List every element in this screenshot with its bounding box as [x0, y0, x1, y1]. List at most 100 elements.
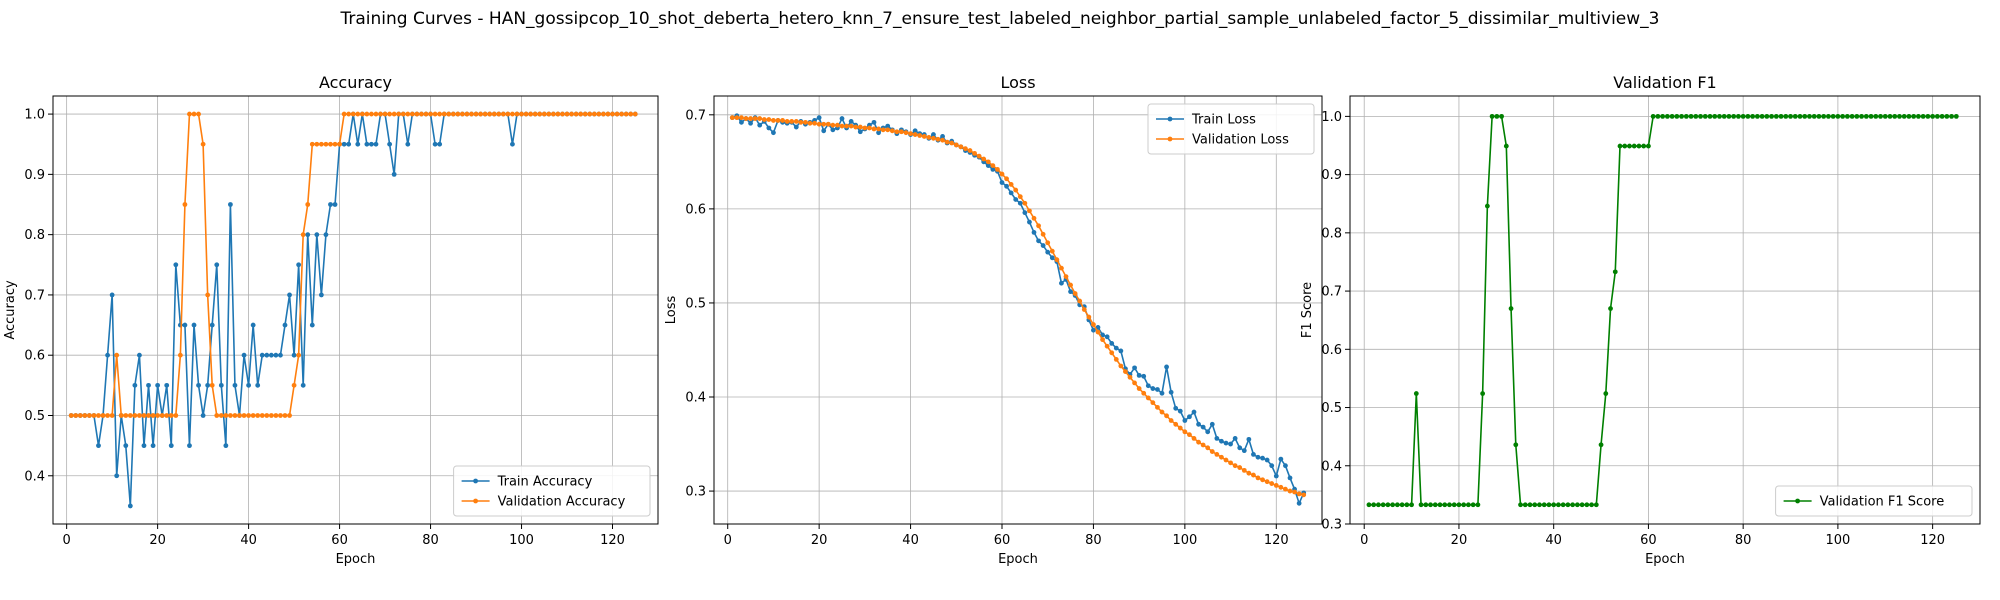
data-point [287, 413, 292, 418]
data-point [1636, 143, 1642, 149]
data-point [1840, 113, 1846, 119]
data-point [1301, 492, 1307, 498]
data-point [1287, 488, 1293, 494]
data-point [218, 382, 224, 388]
data-point [803, 119, 808, 125]
legend-label: Train Accuracy [497, 475, 593, 490]
data-point [1273, 473, 1279, 479]
data-point [209, 382, 215, 388]
data-point [523, 111, 529, 117]
data-point [246, 382, 252, 388]
data-point [159, 413, 165, 418]
data-point [596, 111, 602, 117]
data-point [981, 156, 987, 162]
y-tick-label: 0.8 [24, 228, 45, 243]
data-point [1095, 329, 1101, 335]
data-point [1863, 113, 1869, 119]
y-tick-label: 1.0 [24, 108, 45, 123]
data-point [200, 141, 206, 147]
data-point [419, 111, 424, 117]
data-point [1508, 306, 1514, 311]
data-point [972, 150, 977, 156]
data-point [1209, 449, 1215, 454]
data-point [628, 111, 634, 117]
data-point [967, 148, 973, 153]
y-tick-label: 0.3 [685, 485, 706, 500]
legend-box [1147, 103, 1315, 155]
data-point [537, 111, 543, 117]
data-point [491, 111, 497, 117]
data-point [1693, 113, 1699, 119]
data-point [1255, 454, 1261, 460]
data-point [1859, 113, 1864, 119]
data-point [632, 111, 638, 117]
data-point [105, 413, 110, 418]
data-point [1617, 143, 1623, 149]
data-point [1821, 113, 1827, 119]
x-tick-label: 100 [1825, 533, 1850, 548]
data-point [1650, 113, 1656, 119]
data-point [259, 413, 265, 418]
data-point [1811, 113, 1817, 119]
data-point [1141, 390, 1147, 396]
data-point [761, 117, 767, 122]
data-point [114, 352, 120, 358]
data-point [437, 111, 443, 117]
data-point [1560, 502, 1566, 508]
data-point [857, 124, 863, 130]
data-point [237, 413, 242, 418]
data-point [1104, 343, 1110, 349]
y-axis-label: Loss [664, 296, 679, 325]
data-point [1579, 502, 1585, 508]
x-tick-label: 20 [1451, 533, 1468, 548]
data-point [1013, 187, 1019, 193]
x-tick-label: 120 [1920, 533, 1945, 548]
data-point [205, 382, 211, 388]
data-point [209, 322, 215, 328]
data-point [273, 352, 279, 358]
data-point [77, 413, 83, 418]
data-point [200, 413, 206, 418]
data-point [1246, 436, 1252, 442]
data-point [191, 322, 197, 328]
data-point [1522, 502, 1528, 508]
data-point [1237, 465, 1243, 470]
data-point [857, 129, 863, 135]
data-point [1456, 502, 1462, 508]
data-point [510, 141, 515, 147]
data-point [250, 322, 256, 328]
data-point [1428, 502, 1433, 508]
y-tick-label: 0.6 [685, 202, 706, 217]
data-point [1219, 454, 1224, 460]
data-point [1127, 374, 1133, 380]
x-tick-label: 0 [63, 533, 71, 548]
data-point [1897, 113, 1902, 119]
data-point [1688, 113, 1694, 119]
data-point [1906, 113, 1912, 119]
data-point [1191, 436, 1197, 441]
data-point [1480, 391, 1486, 396]
data-point [1475, 502, 1481, 508]
data-point [1541, 502, 1547, 508]
data-point [1660, 113, 1666, 119]
data-point [944, 139, 950, 145]
data-point [1773, 113, 1779, 119]
data-point [1283, 463, 1288, 469]
data-point [1209, 421, 1215, 427]
legend: Validation F1 Score [1775, 485, 1973, 517]
data-point [309, 322, 315, 328]
data-point [282, 413, 288, 418]
series-line-val [71, 113, 636, 417]
data-point [1036, 238, 1041, 244]
data-point [1830, 113, 1836, 119]
x-tick-label: 120 [600, 533, 625, 548]
data-point [821, 121, 827, 127]
data-point [141, 413, 147, 418]
data-point [926, 134, 932, 140]
x-tick-label: 100 [509, 533, 534, 548]
data-point [1091, 322, 1096, 327]
data-point [1731, 113, 1737, 119]
data-point [739, 119, 744, 125]
y-tick-label: 0.7 [685, 108, 706, 123]
data-point [510, 111, 515, 117]
